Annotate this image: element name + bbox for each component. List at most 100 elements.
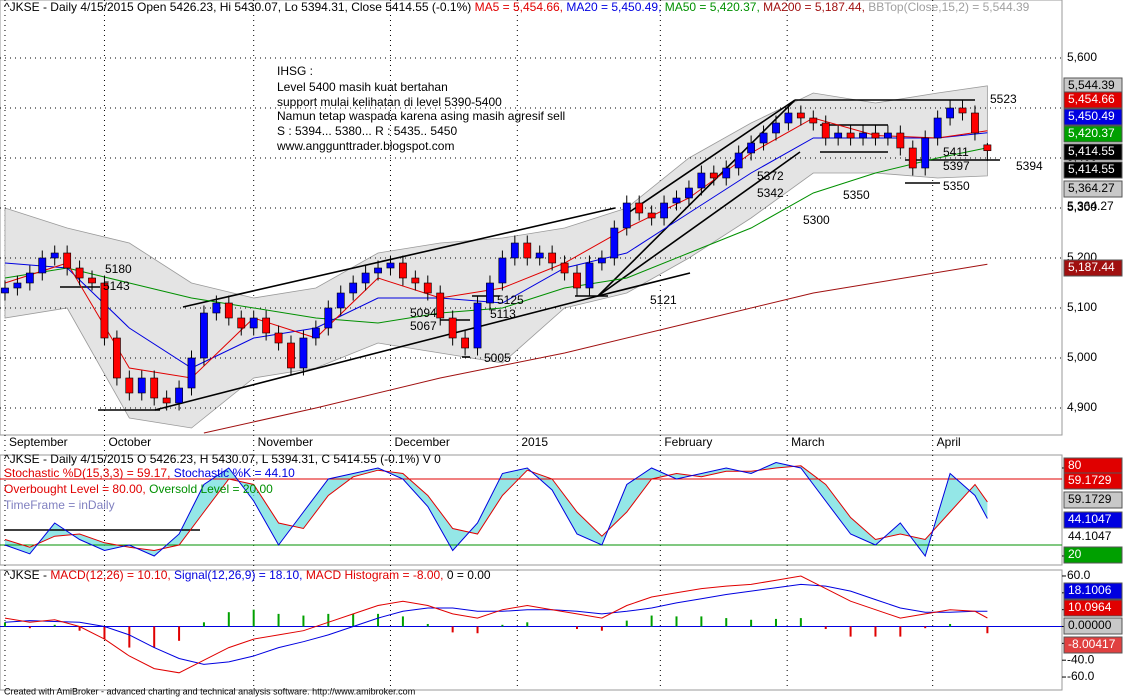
candle-body — [187, 357, 196, 389]
value-box-label: 5,364.27 — [1068, 181, 1115, 195]
x-tick-label: 2015 — [521, 435, 548, 449]
candle-body — [747, 142, 756, 154]
candle-body — [784, 112, 793, 124]
trend-line — [597, 272, 691, 297]
stochastic-k — [4, 461, 988, 558]
value-box-label: 80 — [1068, 458, 1082, 472]
price-annotation: 5372 — [757, 169, 784, 183]
candle-body — [200, 312, 208, 359]
panel-header: ^JKSE - Daily 4/15/2015 Open 5426.23, Hi… — [4, 0, 1030, 14]
x-tick-label: November — [258, 435, 313, 449]
value-box-label: -8.00417 — [1068, 637, 1116, 651]
candle-body — [971, 112, 979, 134]
value-box-label: 5,187.44 — [1068, 260, 1115, 274]
candle-body — [573, 272, 581, 289]
candle-body — [983, 144, 992, 152]
header-part: ^JKSE - Daily 4/15/2015 O 5426.23, H 543… — [4, 452, 441, 466]
price-annotation: 5350 — [843, 188, 870, 202]
x-tick-label: September — [9, 435, 68, 449]
candle-body — [13, 282, 22, 289]
panel-frame — [0, 454, 1063, 566]
candle-body — [946, 107, 954, 119]
candle-body — [237, 317, 246, 329]
candle-body — [324, 307, 333, 329]
header-part: MACD(12,26) = 10.10, — [50, 568, 174, 582]
value-box — [1063, 108, 1123, 126]
value-box-label: 5,414.55 — [1068, 144, 1115, 158]
value-box-label: 20 — [1068, 547, 1082, 561]
candle-body — [610, 227, 619, 259]
price-annotation: 5067 — [410, 319, 437, 333]
candle-body — [535, 252, 544, 259]
candle-body — [112, 337, 121, 379]
note-line: S : 5394... 5380... R : 5435.. 5450 — [277, 124, 457, 138]
header-part: ^JKSE - Daily 4/15/2015 Open 5426.23, Hi… — [4, 0, 475, 14]
price-annotation: 5113 — [490, 307, 516, 321]
header-part: MACD Histogram = -8.00, — [306, 568, 447, 582]
candle-body — [510, 242, 519, 259]
price-annotation: 5350 — [943, 179, 970, 193]
candle-body — [672, 197, 681, 204]
candle-body — [685, 187, 693, 199]
axis-value-label: 5,364.27 — [1067, 199, 1114, 213]
candle-body — [635, 202, 644, 214]
header-part: ^JKSE - — [4, 568, 50, 582]
candle-body — [933, 117, 942, 139]
value-box-label: 59.1729 — [1068, 492, 1112, 506]
note-line: IHSG : — [277, 64, 313, 78]
value-box — [1063, 259, 1123, 277]
candle-body — [287, 342, 295, 369]
candle-body — [349, 282, 358, 294]
header-part: Overbought Level = 80.00, — [4, 482, 149, 496]
candle-body — [299, 337, 308, 369]
header-part: BBTop(Close,15,2) = 5,544.39 — [868, 0, 1029, 14]
value-box — [1063, 636, 1123, 654]
value-box — [1063, 472, 1123, 490]
candle-body — [38, 257, 47, 274]
candle-body — [50, 252, 59, 259]
candle-body — [399, 262, 407, 279]
candle-body — [274, 332, 283, 344]
header-part: MA5 = 5,454.66, — [475, 0, 567, 14]
y-tick-label: 5,000 — [1067, 350, 1097, 364]
value-box-label: 5,420.37 — [1068, 126, 1115, 140]
panel-header: TimeFrame = inDaily — [4, 498, 115, 512]
value-box — [1063, 125, 1123, 143]
value-box-label: 5,450.49 — [1068, 109, 1115, 123]
value-box — [1063, 546, 1123, 564]
candle-body — [560, 262, 569, 274]
candle-body — [709, 172, 718, 179]
note-line: support mulai kelihatan di level 5390-54… — [277, 95, 502, 109]
candle-body — [224, 302, 233, 319]
value-box-label: 0.00000 — [1068, 618, 1112, 632]
footer: Created with AmiBroker - advanced charti… — [4, 686, 415, 696]
candle-body — [88, 277, 96, 284]
candle-body — [796, 112, 805, 119]
panel-header: Overbought Level = 80.00, Oversold Level… — [4, 482, 273, 496]
y-tick-label: -60.0 — [1067, 669, 1095, 683]
value-box-label: 5,544.39 — [1068, 78, 1115, 92]
candle-body — [908, 147, 917, 169]
candle-body — [647, 212, 656, 219]
candle-body — [162, 397, 171, 404]
value-box — [1063, 161, 1123, 179]
header-part: Oversold Level = 20.00 — [149, 482, 273, 496]
candle-body — [262, 317, 271, 334]
candle-body — [834, 132, 843, 139]
x-tick-label: April — [937, 435, 961, 449]
price-annotation: 5121 — [650, 293, 677, 307]
candle-body — [585, 262, 594, 289]
price-annotation: 5394 — [1016, 159, 1043, 173]
candle-body — [249, 317, 258, 329]
candle-body — [63, 252, 72, 269]
candle-body — [1, 287, 9, 294]
x-tick-label: December — [394, 435, 449, 449]
value-box — [1064, 529, 1122, 545]
candle-body — [336, 292, 345, 309]
value-box-label: 44.1047 — [1068, 529, 1112, 543]
candle-body — [921, 137, 930, 169]
candle-body — [25, 272, 34, 284]
header-part: TimeFrame = inDaily — [4, 498, 115, 512]
